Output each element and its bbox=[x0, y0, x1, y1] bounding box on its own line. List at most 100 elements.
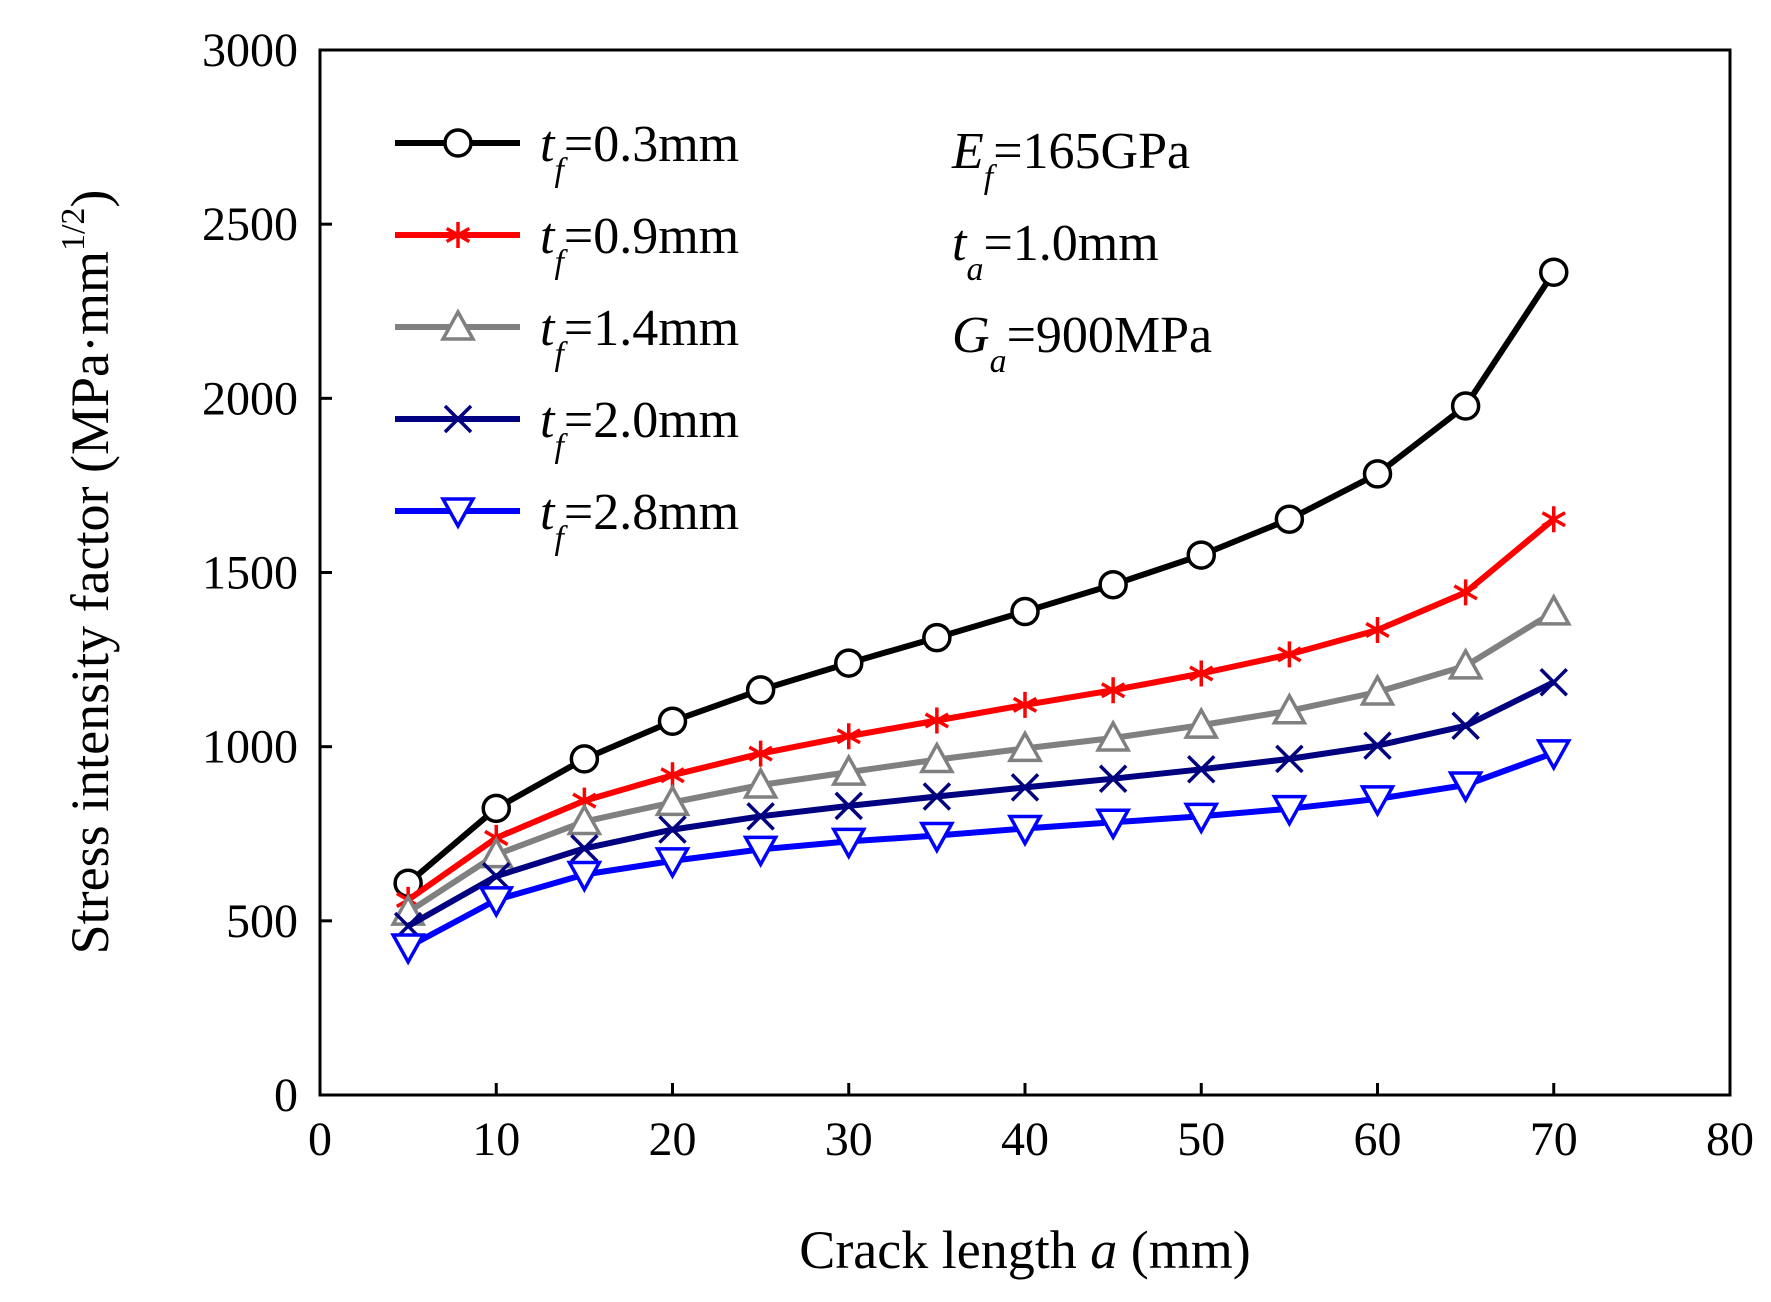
data-point bbox=[1450, 391, 1481, 421]
data-point bbox=[654, 783, 691, 817]
data-point bbox=[440, 497, 476, 530]
legend: tf=0.3mm tf=0.9mm tf=1.4mm tf=2.0mm tf=2.8mm bbox=[395, 116, 739, 557]
data-point bbox=[478, 886, 515, 919]
data-point bbox=[1359, 673, 1396, 706]
data-point bbox=[1271, 794, 1308, 828]
data-point bbox=[390, 933, 427, 966]
data-point bbox=[1451, 711, 1480, 741]
data-point bbox=[1535, 593, 1572, 626]
data-point bbox=[834, 791, 863, 821]
x-tick-label: 0 bbox=[308, 1113, 332, 1166]
legend-item: tf=0.9mm bbox=[395, 208, 739, 281]
y-tick-label: 500 bbox=[226, 895, 298, 948]
data-point bbox=[830, 753, 867, 786]
parameter-annotation: Ga=900MPa bbox=[952, 307, 1212, 380]
data-point bbox=[443, 128, 473, 158]
series-2 bbox=[395, 506, 1566, 913]
data-point bbox=[742, 835, 779, 869]
data-point bbox=[482, 862, 511, 891]
data-point bbox=[1365, 616, 1390, 643]
data-point bbox=[1535, 739, 1572, 772]
x-tick-label: 60 bbox=[1354, 1113, 1402, 1166]
annotations: Ef=165GPa ta=1.0mm Ga=900MPa bbox=[951, 123, 1212, 380]
data-point bbox=[1275, 744, 1304, 774]
y-tick-label: 1500 bbox=[202, 547, 298, 600]
data-point bbox=[1098, 764, 1128, 793]
data-point bbox=[1010, 596, 1040, 627]
data-point bbox=[566, 802, 603, 836]
data-point bbox=[569, 744, 600, 774]
data-point bbox=[481, 793, 511, 824]
series-line bbox=[406, 750, 1555, 950]
data-point bbox=[566, 860, 603, 894]
series-line bbox=[406, 270, 1557, 886]
data-point bbox=[918, 821, 955, 855]
series-line bbox=[406, 679, 1556, 929]
series-5 bbox=[390, 739, 1572, 966]
y-axis-title: Stress intensity factor (MPa·mm1/2) bbox=[55, 190, 120, 955]
parameter-annotation: Ef=165GPa bbox=[951, 123, 1190, 196]
y-tick-label: 2500 bbox=[202, 198, 298, 251]
data-point bbox=[1541, 506, 1566, 533]
data-point bbox=[834, 648, 864, 678]
data-point bbox=[1010, 773, 1040, 802]
data-point bbox=[1539, 667, 1568, 697]
y-tick-label: 3000 bbox=[202, 24, 298, 77]
data-point bbox=[1183, 802, 1220, 835]
data-point bbox=[1095, 808, 1132, 841]
data-point bbox=[1359, 785, 1396, 818]
data-point bbox=[1007, 814, 1043, 848]
legend-item: tf=2.8mm bbox=[395, 484, 739, 557]
data-point bbox=[658, 815, 687, 844]
series-4 bbox=[393, 667, 1568, 941]
y-tick-label: 2000 bbox=[202, 372, 298, 425]
data-point bbox=[918, 740, 955, 774]
data-point bbox=[1447, 771, 1484, 804]
axis-ticks: 0 10 20 30 40 50 60 70 80 0 500 1000 1500 2000 2500 300… bbox=[202, 24, 1754, 1166]
data-point bbox=[1187, 755, 1216, 784]
data-point bbox=[1012, 691, 1038, 718]
x-axis-title: Crack length a (mm) bbox=[799, 1220, 1250, 1280]
legend-label: tf=2.8mm bbox=[540, 484, 739, 557]
data-point bbox=[443, 404, 473, 434]
legend-label: tf=2.0mm bbox=[540, 392, 739, 465]
legend-label: tf=1.4mm bbox=[540, 300, 739, 373]
data-point bbox=[1007, 729, 1043, 763]
series-3 bbox=[390, 593, 1572, 926]
data-point bbox=[1453, 579, 1478, 606]
x-tick-label: 10 bbox=[472, 1113, 520, 1166]
data-point bbox=[748, 740, 773, 767]
series-line bbox=[406, 516, 1556, 903]
data-point bbox=[1362, 459, 1393, 489]
y-tick-label: 1000 bbox=[202, 721, 298, 774]
data-point bbox=[1539, 257, 1569, 287]
y-tick-label: 0 bbox=[274, 1069, 298, 1122]
data-point bbox=[745, 675, 776, 705]
data-point bbox=[922, 782, 952, 811]
x-tick-label: 30 bbox=[825, 1113, 873, 1166]
x-tick-label: 40 bbox=[1001, 1113, 1049, 1166]
data-point bbox=[742, 766, 779, 799]
legend-label: tf=0.9mm bbox=[540, 208, 739, 281]
plot-frame bbox=[318, 48, 1732, 1097]
series-layer bbox=[390, 257, 1572, 966]
legend-item: tf=0.3mm bbox=[395, 116, 739, 189]
x-tick-label: 20 bbox=[649, 1113, 697, 1166]
data-point bbox=[570, 834, 599, 863]
legend-item: tf=2.0mm bbox=[395, 392, 739, 465]
data-point bbox=[1363, 731, 1392, 760]
x-tick-label: 70 bbox=[1530, 1113, 1578, 1166]
data-point bbox=[657, 706, 688, 736]
legend-label: tf=0.3mm bbox=[540, 116, 739, 189]
data-point bbox=[836, 723, 861, 750]
data-point bbox=[478, 836, 515, 869]
data-point bbox=[924, 707, 950, 734]
data-point bbox=[654, 847, 691, 880]
data-point bbox=[1271, 692, 1308, 725]
data-point bbox=[1100, 677, 1126, 704]
data-point bbox=[1274, 504, 1305, 534]
series-line bbox=[406, 609, 1556, 915]
data-point bbox=[1095, 719, 1132, 752]
parameter-annotation: ta=1.0mm bbox=[952, 215, 1159, 288]
